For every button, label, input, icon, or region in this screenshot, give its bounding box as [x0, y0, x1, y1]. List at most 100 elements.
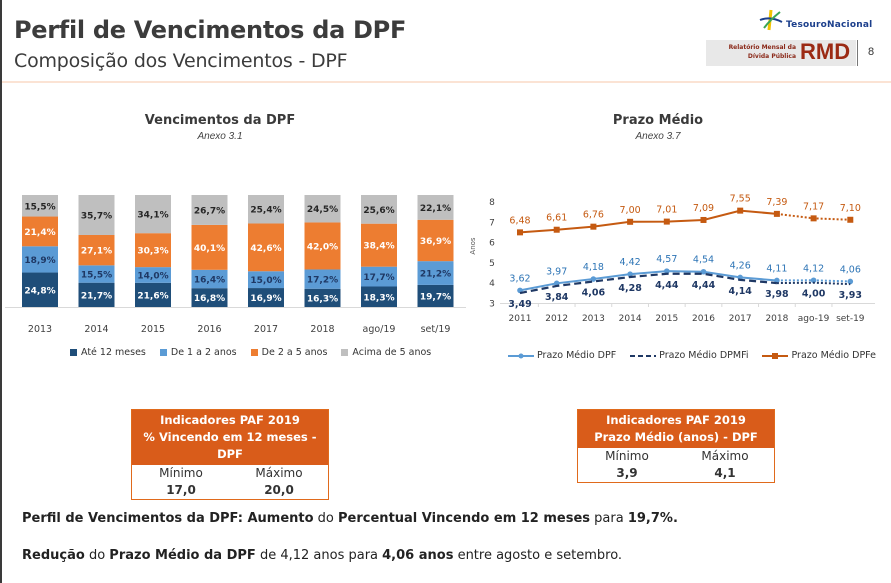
bar-data-label: 19,7% [420, 292, 451, 302]
left-border [0, 0, 2, 583]
x-tick-label: 2015 [655, 314, 678, 324]
legend-label: Prazo Médio DPFe [791, 350, 876, 361]
series-line-projection [776, 281, 851, 286]
bar-segment [22, 195, 58, 217]
series-line [519, 270, 777, 292]
paf-header-line1: Indicadores PAF 2019 [160, 413, 300, 427]
page-title: Perfil de Vencimentos da DPF [14, 16, 407, 44]
bar-segment [78, 282, 115, 307]
bar-data-label: 15,5% [81, 271, 112, 281]
legend-item: Prazo Médio DPMFi [630, 350, 748, 361]
paf-min-label: Mínimo [159, 466, 203, 480]
x-tick-label: 2016 [197, 324, 221, 335]
x-tick-label: 2017 [254, 324, 278, 335]
rmd-name-line1: Relatório Mensal da [728, 44, 796, 51]
line-data-label: 7,17 [803, 201, 824, 212]
note-fragment: Perfil de Vencimentos da DPF: [22, 511, 248, 526]
line-data-label: 6,76 [583, 210, 604, 221]
line-data-label: 4,57 [656, 254, 677, 265]
line-data-label: 4,28 [618, 283, 642, 294]
bar-segment [78, 265, 115, 283]
bar-data-label: 42,6% [250, 244, 281, 254]
paf-indicator-box-vincendo: Indicadores PAF 2019 % Vincendo em 12 me… [131, 409, 329, 500]
line-data-label: 3,97 [546, 266, 567, 277]
bar-segment [191, 195, 228, 225]
line-chart-title: Prazo Médio [612, 113, 704, 128]
line-data-label: 7,10 [840, 203, 861, 214]
line-data-label: 4,54 [693, 255, 714, 266]
legend-label: Acima de 5 anos [352, 347, 432, 358]
bar-data-label: 36,9% [420, 237, 451, 247]
note-fragment: Redução [22, 548, 85, 563]
line-data-label: 4,06 [582, 287, 606, 298]
data-point [627, 218, 634, 225]
data-point [774, 277, 780, 284]
line-chart: 2011 2012 2013 2014 2015 2016 2017 2018 ago-19 se… [469, 194, 875, 324]
legend-label: De 1 a 2 anos [170, 347, 237, 358]
y-tick-label: 4 [489, 279, 495, 289]
rmd-report-name: Relatório Mensal da Dívida Pública [706, 43, 796, 61]
paf-max-value: 20,0 [264, 483, 294, 497]
legend-item: Até 12 meses [70, 347, 146, 358]
bar-data-label: 40,1% [194, 244, 225, 254]
legend-label: De 2 a 5 anos [261, 347, 328, 358]
data-point [700, 216, 707, 223]
bar-data-label: 15,5% [24, 202, 55, 212]
data-point [627, 271, 633, 277]
bar-segment [304, 222, 341, 270]
line-data-label: 4,42 [620, 257, 641, 268]
note-fragment: entre agosto e setembro. [453, 548, 623, 563]
data-point [847, 278, 854, 285]
line-data-label: 3,62 [509, 273, 530, 284]
paf-max-label: Máximo [255, 466, 303, 480]
paf-max-value: 4,1 [714, 466, 736, 480]
line-data-label: 4,44 [655, 280, 679, 291]
bar-data-label: 16,3% [307, 294, 338, 304]
rmd-abbr: RMD [800, 39, 851, 64]
legend-swatch [341, 349, 349, 356]
legend-item: De 1 a 2 anos [159, 347, 237, 358]
bar-segment [78, 234, 115, 266]
bar-segment [191, 224, 228, 270]
legend-line-swatch [762, 352, 789, 359]
line-data-label: 7,55 [730, 194, 751, 205]
data-point [517, 229, 523, 236]
x-tick-label: 2015 [141, 324, 165, 335]
bar-segment [22, 216, 58, 247]
bar-data-label: 16,9% [250, 294, 281, 304]
tesouro-nacional-logo: TesouroNacional [758, 8, 872, 32]
bar-chart-title: Vencimentos da DPF [144, 113, 296, 128]
line-data-label: 4,18 [583, 262, 604, 273]
note-fragment: Aumento [247, 511, 314, 526]
series-line [519, 272, 777, 295]
bar-data-label: 25,4% [250, 206, 281, 216]
bar-data-label: 21,4% [24, 228, 55, 238]
paf-header: Indicadores PAF 2019 Prazo Médio (anos) … [578, 410, 774, 448]
line-chart-subtitle: Anexo 3.7 [635, 131, 681, 142]
data-point [737, 207, 744, 214]
x-tick-label: set/19 [421, 324, 451, 335]
bar-data-label: 16,4% [194, 276, 225, 286]
x-tick-label: set-19 [836, 314, 865, 324]
line-data-label: 3,93 [839, 290, 862, 301]
legend-item: De 2 a 5 anos [250, 347, 328, 358]
legend-swatch [250, 349, 258, 356]
bar-segment [304, 195, 341, 223]
line-data-label: 7,09 [693, 203, 714, 214]
bar-segment [191, 269, 228, 289]
y-tick-label: 7 [489, 218, 495, 228]
legend-item: Prazo Médio DPFe [762, 350, 876, 361]
note-fragment: Percentual Vincendo em 12 meses [338, 511, 591, 526]
legend-line-swatch [630, 354, 657, 357]
line-data-label: 7,01 [656, 205, 677, 216]
bar-segment [361, 266, 397, 287]
bar-data-label: 42,0% [307, 242, 338, 252]
x-tick-label: 2016 [692, 314, 715, 324]
page-subtitle: Composição dos Vencimentos - DPF [14, 50, 348, 72]
paf-min-label: Mínimo [605, 449, 649, 463]
bar-chart-subtitle: Anexo 3.1 [197, 131, 243, 142]
legend-label: Prazo Médio DPMFi [659, 350, 749, 361]
bar-data-label: 18,9% [24, 256, 55, 266]
bar-segment [304, 269, 341, 289]
line-data-label: 4,14 [728, 286, 752, 297]
